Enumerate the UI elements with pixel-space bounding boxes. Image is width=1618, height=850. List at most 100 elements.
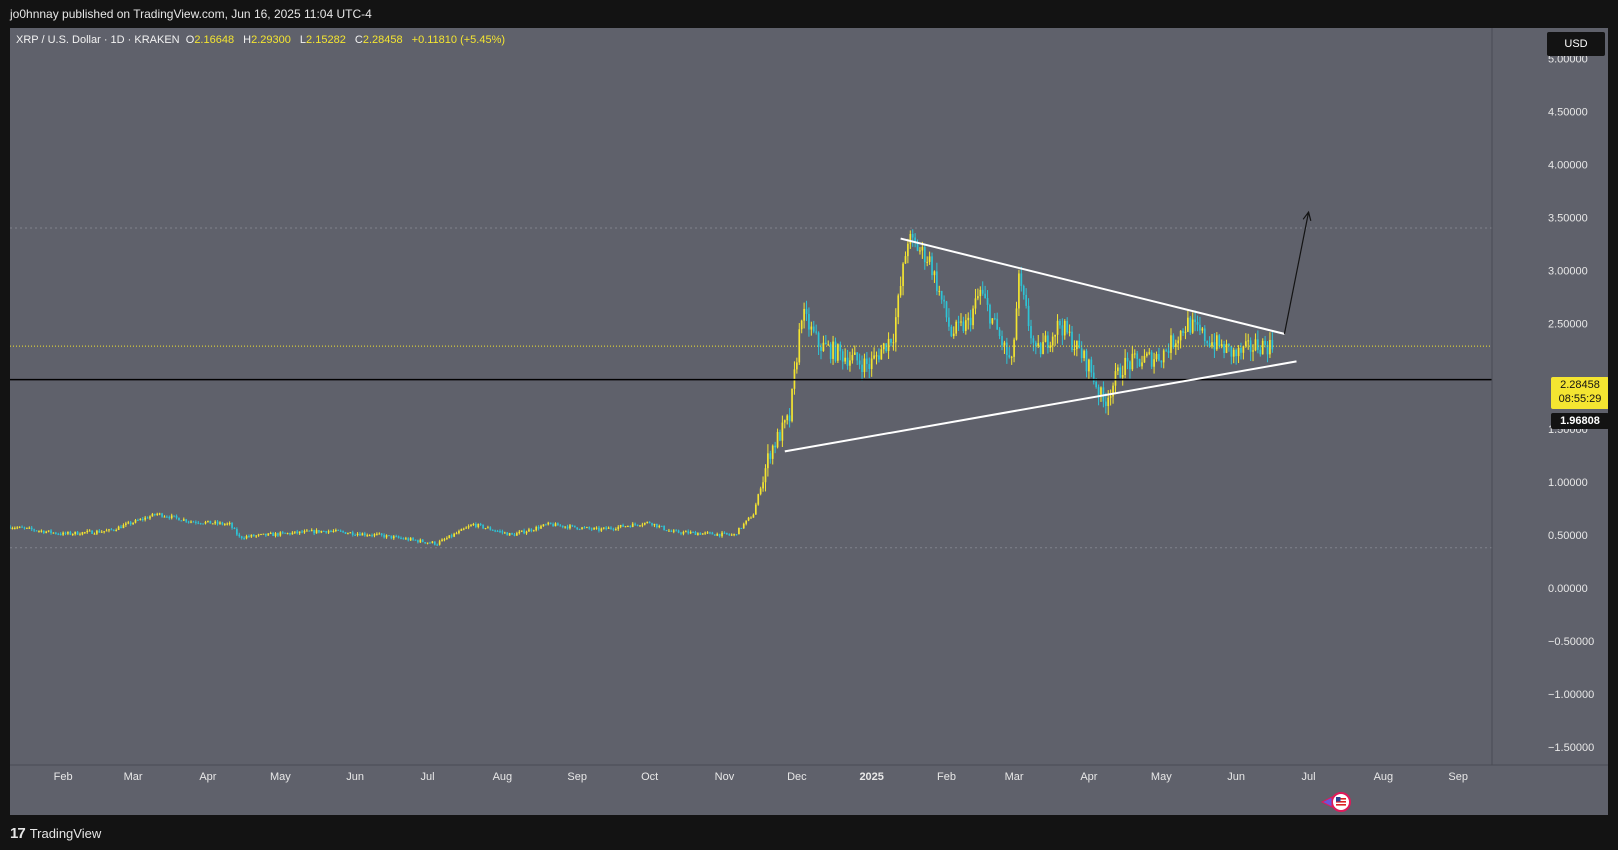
candle-body <box>1121 374 1124 378</box>
candle-body <box>583 527 586 529</box>
candle-body <box>745 520 748 524</box>
candle-body <box>156 513 159 515</box>
candle-body <box>940 290 943 300</box>
candle-body <box>943 299 945 302</box>
symbol-name[interactable]: XRP / U.S. Dollar · 1D · KRAKEN <box>16 34 180 46</box>
price-tick-label: 0.50000 <box>1548 530 1588 542</box>
candle-body <box>962 321 965 332</box>
candle-body <box>516 533 518 536</box>
candle-body <box>168 517 171 519</box>
candle-body <box>612 528 615 530</box>
candle-body <box>926 261 929 263</box>
candle-body <box>590 528 593 530</box>
candle-body <box>1124 357 1126 375</box>
candle-body <box>902 263 904 287</box>
candle-body <box>1247 340 1250 342</box>
candle-body <box>559 525 562 527</box>
candle-body <box>870 358 873 370</box>
candle-body <box>837 344 839 361</box>
candle-body <box>540 526 542 529</box>
candle-body <box>1068 331 1071 333</box>
candle-body <box>904 256 907 264</box>
time-tick-label: Sep <box>1448 771 1468 783</box>
event-marker-icon[interactable] <box>1320 795 1334 809</box>
candle-body <box>13 527 16 529</box>
price-chart[interactable]: 5.00000 4.50000 4.00000 3.50000 3.00000 2.500… <box>10 28 1608 815</box>
candle-body <box>844 357 846 362</box>
candle-body <box>996 318 999 330</box>
candle-body <box>489 527 492 530</box>
candle-body <box>1177 340 1180 344</box>
candle-body <box>1109 396 1112 398</box>
candle-body <box>528 529 530 532</box>
candle-body <box>950 326 953 337</box>
candle-body <box>513 534 516 536</box>
candle-body <box>617 526 620 530</box>
candle-body <box>740 527 743 529</box>
candle-body <box>549 522 552 525</box>
chart-pane[interactable]: 5.00000 4.50000 4.00000 3.50000 3.00000 2.500… <box>10 28 1608 815</box>
price-tick-label: 2.50000 <box>1548 318 1588 330</box>
candle-body <box>853 352 856 355</box>
breakout-arrow <box>1283 212 1310 334</box>
candle-body <box>103 531 105 533</box>
candle-body <box>1112 385 1114 397</box>
candle-body <box>450 535 453 537</box>
candle-body <box>265 533 267 536</box>
candle-body <box>1047 335 1049 348</box>
candle-body <box>670 530 673 532</box>
candle-body <box>810 326 813 330</box>
candle-body <box>923 247 926 263</box>
candle-body <box>1223 344 1225 353</box>
candle-body <box>788 415 791 422</box>
open-label: O <box>185 34 195 46</box>
time-tick-label: Sep <box>567 771 587 783</box>
price-tick-label: −1.50000 <box>1548 742 1594 754</box>
candle-body <box>1179 330 1182 341</box>
candle-body <box>301 531 303 533</box>
candle-body <box>776 431 779 448</box>
candle-body <box>668 530 670 532</box>
candle-body <box>1235 349 1237 357</box>
candle-body <box>129 522 132 525</box>
candle-body <box>71 533 74 535</box>
candle-body <box>1119 367 1122 378</box>
candle-body <box>972 308 974 326</box>
candle-body <box>945 301 948 318</box>
candle-body <box>1039 343 1042 355</box>
time-tick-label: 2025 <box>859 771 883 783</box>
candle-body <box>634 523 636 525</box>
candle-body <box>472 523 475 526</box>
candle-body <box>108 529 110 531</box>
time-tick-label: May <box>1151 771 1172 783</box>
candle-body <box>1006 342 1008 356</box>
candle-body <box>318 530 320 533</box>
currency-button[interactable]: USD <box>1547 32 1605 56</box>
time-tick-label: Nov <box>715 771 735 783</box>
candle-body <box>1208 343 1211 347</box>
price-tick-label: 5.00000 <box>1548 54 1588 66</box>
candle-body <box>178 517 180 521</box>
candle-body <box>231 523 233 528</box>
candle-body <box>236 529 238 535</box>
candle-body <box>571 525 574 527</box>
candle-body <box>1018 273 1020 309</box>
high-label: H <box>243 34 252 46</box>
candle-body <box>692 531 694 533</box>
candle-body <box>506 532 509 536</box>
candle-body <box>909 234 912 244</box>
candle-body <box>1203 328 1206 342</box>
candle-body <box>74 531 77 534</box>
candle-body <box>1189 317 1192 333</box>
candle-body <box>1261 340 1264 355</box>
candle-body <box>532 530 535 532</box>
candle-body <box>894 317 897 343</box>
candle-body <box>578 529 581 531</box>
candle-body <box>163 516 166 518</box>
candle-body <box>656 523 658 528</box>
candle-body <box>718 533 721 537</box>
candle-body <box>805 308 808 314</box>
candle-body <box>503 532 506 534</box>
candle-body <box>190 521 192 523</box>
tradingview-logo[interactable]: 17 TradingView <box>10 825 101 842</box>
